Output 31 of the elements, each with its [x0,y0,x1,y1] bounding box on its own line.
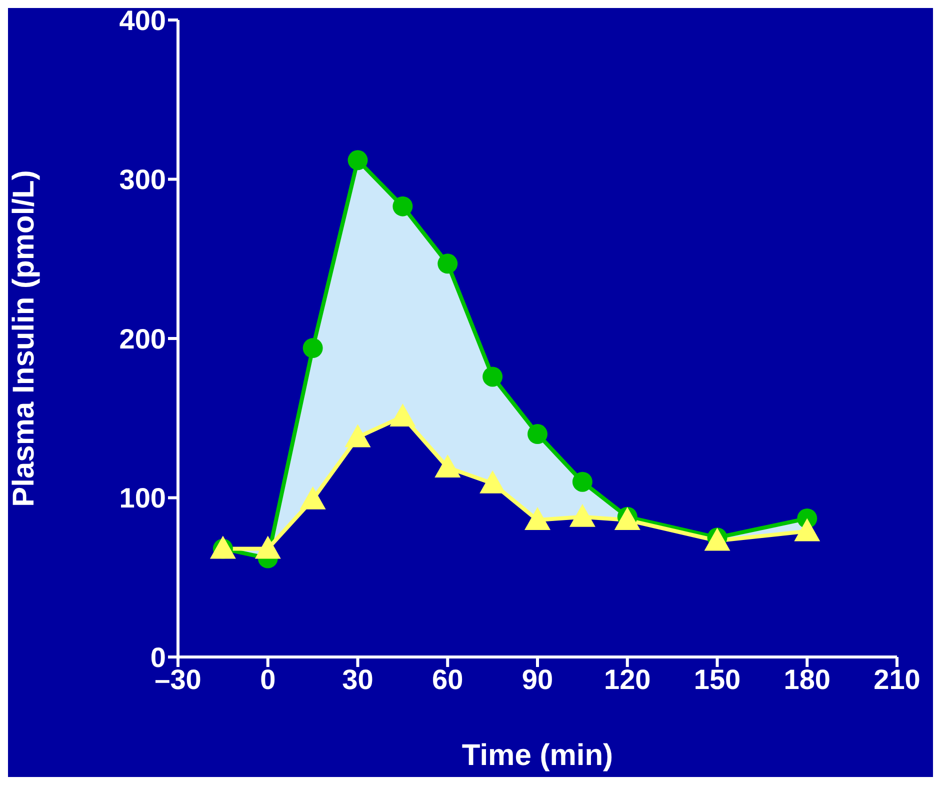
x-tick-label: 0 [260,664,276,695]
point [434,454,461,478]
y-tick-label: 400 [119,4,166,36]
x-tick-label: 30 [342,664,374,695]
point [482,366,503,387]
y-tick-label: 200 [119,323,166,354]
point [438,254,458,274]
point [528,424,548,444]
point [480,470,506,494]
x-tick-label: 180 [784,664,830,695]
point [614,507,640,530]
x-tick-label: 210 [874,664,920,695]
point [254,536,281,559]
y-tick-label: 300 [119,164,166,196]
x-tick-label: 150 [694,664,741,695]
point [300,486,326,510]
point [569,504,596,527]
y-axis-title: Plasma Insulin (pmol/L) [8,170,41,507]
point [348,150,368,170]
point [390,404,416,427]
point [572,472,592,492]
x-tick-label: 90 [522,664,554,695]
point [392,196,413,216]
y-tick-label: 100 [119,482,166,514]
x-axis-title: Time (min) [462,739,614,772]
x-tick-label: 60 [432,664,464,695]
point [344,424,371,448]
x-tick-label: 120 [604,664,651,695]
point [524,507,550,530]
point [302,338,323,358]
point [794,518,820,542]
